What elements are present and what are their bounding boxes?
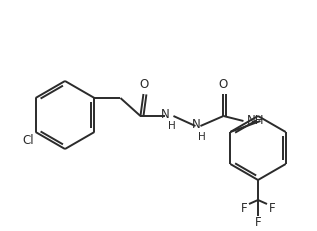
Text: O: O [219, 78, 228, 91]
Text: N: N [161, 109, 170, 122]
Text: Cl: Cl [22, 134, 34, 147]
Text: F: F [241, 201, 247, 215]
Text: NH: NH [246, 115, 264, 128]
Text: N: N [192, 119, 201, 131]
Text: F: F [269, 201, 275, 215]
Text: H: H [168, 121, 175, 131]
Text: H: H [197, 132, 205, 142]
Text: O: O [140, 78, 149, 91]
Text: F: F [255, 216, 261, 228]
